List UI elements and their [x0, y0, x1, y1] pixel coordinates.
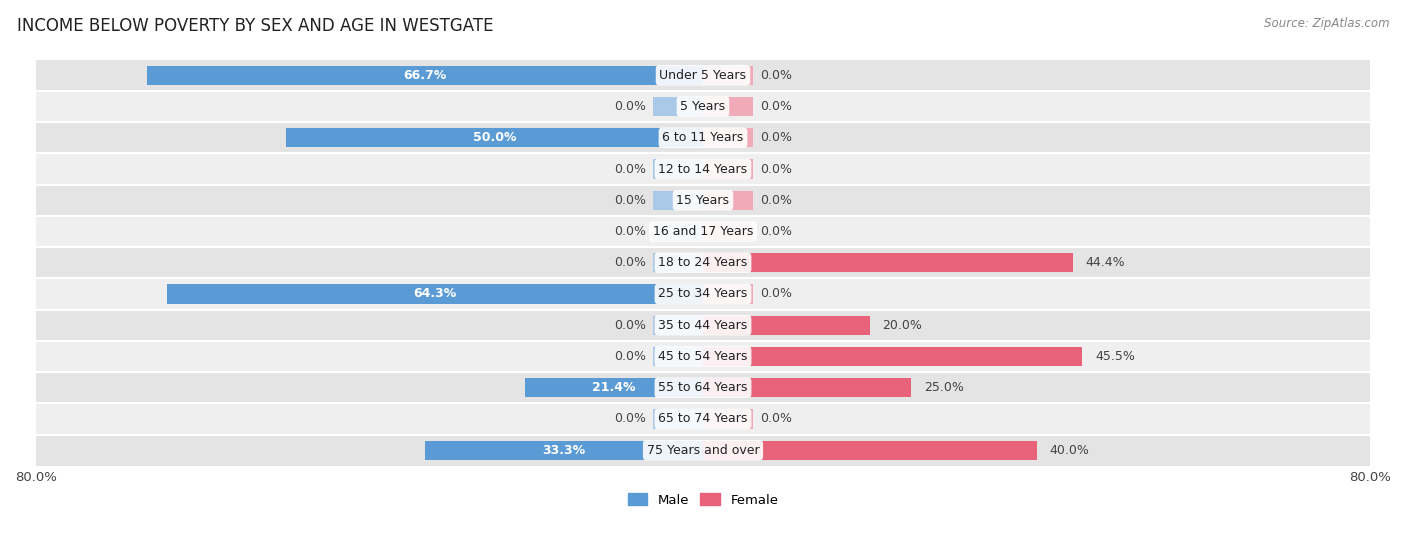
Text: 0.0%: 0.0% [614, 256, 647, 270]
Bar [37, 185, 1369, 216]
Text: 0.0%: 0.0% [614, 100, 647, 113]
Text: 18 to 24 Years: 18 to 24 Years [658, 256, 748, 270]
Text: 64.3%: 64.3% [413, 287, 457, 301]
Bar [652, 347, 703, 366]
Text: 40.0%: 40.0% [1049, 444, 1088, 456]
Text: 0.0%: 0.0% [614, 162, 647, 176]
Text: 45.5%: 45.5% [1095, 350, 1135, 363]
Bar [703, 191, 754, 210]
Text: 5 Years: 5 Years [681, 100, 725, 113]
Bar [652, 222, 703, 241]
Text: 50.0%: 50.0% [472, 131, 516, 145]
Text: 0.0%: 0.0% [759, 287, 792, 301]
Text: 75 Years and over: 75 Years and over [647, 444, 759, 456]
Text: 0.0%: 0.0% [759, 131, 792, 145]
Bar [703, 347, 1083, 366]
Bar [37, 60, 1369, 91]
Bar [652, 409, 703, 429]
Text: Under 5 Years: Under 5 Years [659, 69, 747, 82]
Bar [703, 253, 1073, 272]
Text: 0.0%: 0.0% [759, 100, 792, 113]
Text: 0.0%: 0.0% [614, 225, 647, 238]
Text: 33.3%: 33.3% [543, 444, 586, 456]
Bar [652, 97, 703, 116]
Bar [37, 153, 1369, 185]
Bar [652, 253, 703, 272]
Bar [703, 378, 911, 397]
Text: 35 to 44 Years: 35 to 44 Years [658, 319, 748, 332]
Text: 12 to 14 Years: 12 to 14 Years [658, 162, 748, 176]
Bar [37, 247, 1369, 278]
Text: INCOME BELOW POVERTY BY SEX AND AGE IN WESTGATE: INCOME BELOW POVERTY BY SEX AND AGE IN W… [17, 17, 494, 35]
Text: 0.0%: 0.0% [759, 162, 792, 176]
Text: 0.0%: 0.0% [614, 412, 647, 425]
Bar [652, 160, 703, 179]
Text: 6 to 11 Years: 6 to 11 Years [662, 131, 744, 145]
Text: 65 to 74 Years: 65 to 74 Years [658, 412, 748, 425]
Bar [37, 278, 1369, 310]
Legend: Male, Female: Male, Female [623, 488, 783, 512]
Text: 55 to 64 Years: 55 to 64 Years [658, 381, 748, 394]
Bar [285, 128, 703, 147]
Bar [524, 378, 703, 397]
Bar [37, 435, 1369, 466]
Bar [37, 310, 1369, 341]
Bar [703, 97, 754, 116]
Bar [703, 409, 754, 429]
Text: 15 Years: 15 Years [676, 194, 730, 207]
Bar [167, 284, 703, 304]
Bar [703, 128, 754, 147]
Bar [703, 222, 754, 241]
Text: 0.0%: 0.0% [759, 194, 792, 207]
Text: 0.0%: 0.0% [614, 194, 647, 207]
Text: 25 to 34 Years: 25 to 34 Years [658, 287, 748, 301]
Text: 20.0%: 20.0% [883, 319, 922, 332]
Text: Source: ZipAtlas.com: Source: ZipAtlas.com [1264, 17, 1389, 30]
Text: 0.0%: 0.0% [614, 319, 647, 332]
Bar [652, 315, 703, 335]
Bar [703, 284, 754, 304]
Text: 0.0%: 0.0% [759, 225, 792, 238]
Bar [703, 66, 754, 85]
Text: 21.4%: 21.4% [592, 381, 636, 394]
Bar [703, 160, 754, 179]
Bar [37, 122, 1369, 153]
Text: 0.0%: 0.0% [759, 412, 792, 425]
Bar [703, 440, 1036, 460]
Bar [37, 341, 1369, 372]
Bar [37, 403, 1369, 435]
Bar [146, 66, 703, 85]
Text: 0.0%: 0.0% [614, 350, 647, 363]
Text: 66.7%: 66.7% [404, 69, 447, 82]
Bar [652, 191, 703, 210]
Text: 45 to 54 Years: 45 to 54 Years [658, 350, 748, 363]
Bar [703, 315, 870, 335]
Text: 25.0%: 25.0% [924, 381, 965, 394]
Text: 44.4%: 44.4% [1085, 256, 1125, 270]
Bar [37, 372, 1369, 403]
Text: 0.0%: 0.0% [759, 69, 792, 82]
Bar [426, 440, 703, 460]
Bar [37, 91, 1369, 122]
Bar [37, 216, 1369, 247]
Text: 16 and 17 Years: 16 and 17 Years [652, 225, 754, 238]
